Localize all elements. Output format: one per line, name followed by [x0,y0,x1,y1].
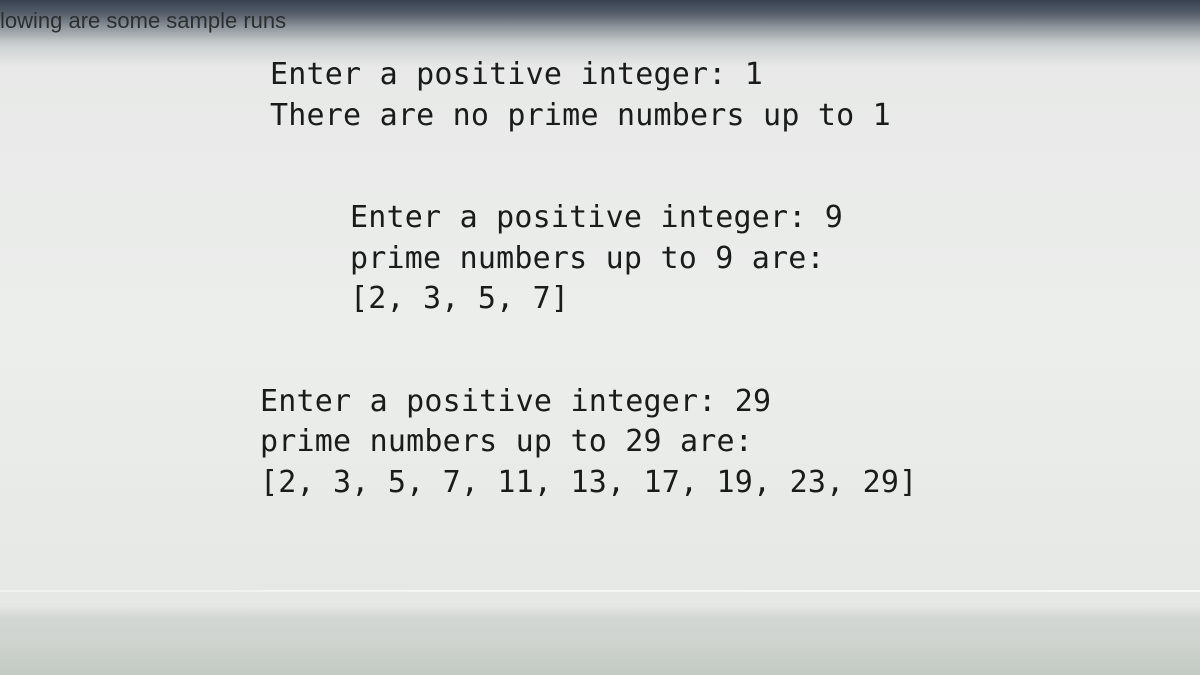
run3-output-line-2: [2, 3, 5, 7, 11, 13, 17, 19, 23, 29] [260,465,917,500]
run2-output-line-2: [2, 3, 5, 7] [350,281,569,316]
run2-prompt-line: Enter a positive integer: 9 [350,200,843,235]
run3-output-line-1: prime numbers up to 29 are: [260,424,753,459]
sample-run-1: Enter a positive integer: 1 There are no… [270,55,1160,136]
divider-line [0,590,1200,592]
header-caption: lowing are some sample runs [0,8,286,34]
sample-run-3: Enter a positive integer: 29 prime numbe… [260,382,1160,504]
sample-run-2: Enter a positive integer: 9 prime number… [350,198,1160,320]
run1-output-line: There are no prime numbers up to 1 [270,98,891,133]
bottom-band [0,604,1200,675]
run1-prompt-line: Enter a positive integer: 1 [270,57,763,92]
run2-output-line-1: prime numbers up to 9 are: [350,241,825,276]
sample-runs-content: Enter a positive integer: 1 There are no… [270,55,1160,503]
run3-prompt-line: Enter a positive integer: 29 [260,384,771,419]
